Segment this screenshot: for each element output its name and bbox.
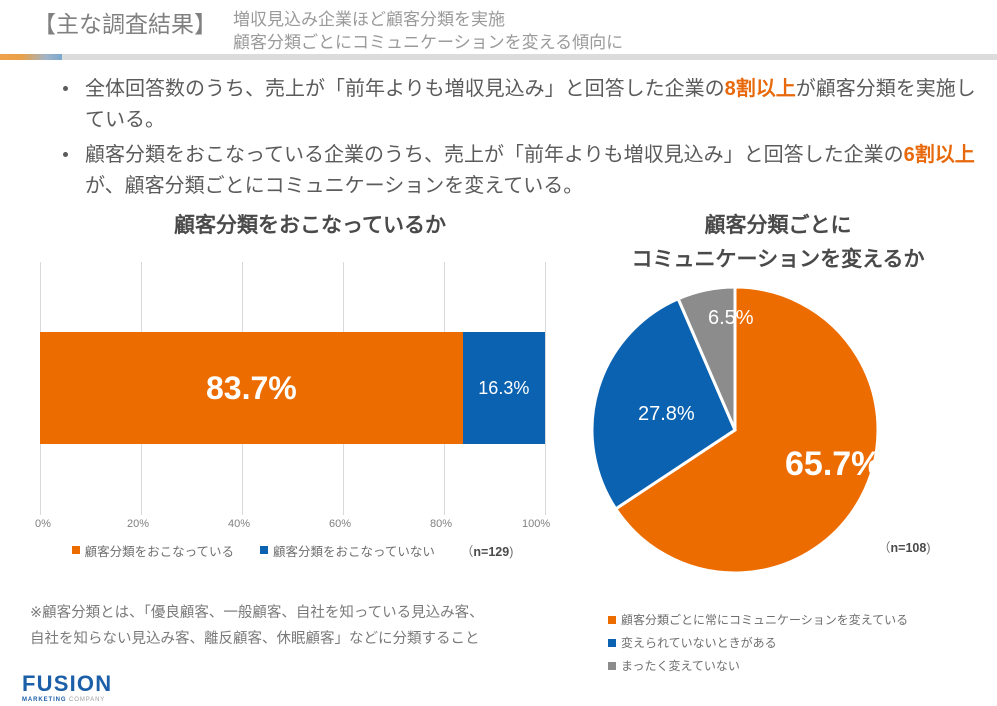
legend-swatch-orange-icon <box>71 546 80 554</box>
key-finding-text: 全体回答数のうち、売上が「前年よりも増収見込み」と回答した企業の <box>85 78 725 100</box>
bar-chart: 83.7% 16.3% 0% 20% 40% 60% 80% 100% 顧客分類をおこなっ… <box>20 262 580 562</box>
key-findings-list: 全体回答数のうち、売上が「前年よりも増収見込み」と回答した企業の8割以上が顧客分… <box>55 74 990 206</box>
bar-chart-legend: 顧客分類をおこなっている 顧客分類をおこなっていない （n=129) <box>20 540 565 560</box>
pie-legend-item: 変えられていないときがある <box>608 631 978 654</box>
x-axis-tick-label: 60% <box>329 518 352 530</box>
x-axis-tick-label: 0% <box>35 518 51 530</box>
key-finding-text: が、顧客分類ごとにコミュニケーションを変えている。 <box>85 175 584 197</box>
pie-legend-swatch-icon <box>608 661 616 670</box>
pie-value-label-always: 65.7% <box>785 445 882 483</box>
key-finding-highlight: 6割以上 <box>903 144 975 166</box>
fusion-logo: FUSION MARKETING COMPANY <box>22 673 142 705</box>
pie-chart-title-line1: 顧客分類ごとに <box>704 214 852 237</box>
pie-sample-size: （n=108) <box>878 541 931 555</box>
x-axis-tick-label: 40% <box>228 518 251 530</box>
pie-slice-never <box>676 285 737 431</box>
x-axis-tick-label: 20% <box>127 518 150 530</box>
pie-chart-title: 顧客分類ごとに コミュニケーションを変えるか <box>578 209 978 277</box>
x-axis-tick-label: 100% <box>522 518 551 530</box>
bullet-dot-icon <box>63 86 68 91</box>
key-finding-text: が顧客分類を実施している。 <box>85 78 976 131</box>
footnote-line1: ※顧客分類とは、「優良顧客、一般顧客、自社を知っている見込み客、 <box>30 605 484 621</box>
legend-swatch-blue-icon <box>260 546 268 554</box>
footnote-line2: 自社を知らない見込み客、離反顧客、休眠顧客」などに分類すること <box>30 631 480 647</box>
bar-chart-title: 顧客分類をおこなっているか <box>174 214 446 237</box>
pie-chart-legend: 顧客分類ごとに常にコミュニケーションを変えている 変えられていないときがある まった… <box>608 608 978 677</box>
page-title: 【主な調査結果】 <box>33 11 217 37</box>
header-divider <box>0 54 997 60</box>
logo-tagline-bold: MARKETING <box>22 697 67 703</box>
header-subtitle: 増収見込み企業ほど顧客分類を実施 顧客分類ごとにコミュニケーションを変える傾向に <box>233 8 623 54</box>
pie-value-label-never: 6.5% <box>708 307 754 329</box>
bar-segment-no: 16.3% <box>462 332 545 444</box>
pie-legend-item: まったく変えていない <box>608 654 978 677</box>
pie-legend-swatch-icon <box>608 638 616 647</box>
header-accent-bar <box>0 54 62 60</box>
bar-value-label-no: 16.3% <box>478 377 530 398</box>
bar-plot-area: 83.7% 16.3% <box>40 262 546 515</box>
gridline <box>545 262 546 515</box>
pie-slice-sometimes <box>590 296 737 511</box>
pie-legend-label: 顧客分類ごとに常にコミュニケーションを変えている <box>621 613 909 627</box>
footnote: ※顧客分類とは、「優良顧客、一般顧客、自社を知っている見込み客、 自社を知らない… <box>30 600 590 652</box>
bar-value-label-yes: 83.7% <box>205 369 297 406</box>
logo-tagline-light: COMPANY <box>69 697 106 703</box>
pie-legend-label: まったく変えていない <box>621 659 740 673</box>
pie-legend-label: 変えられていないときがある <box>621 636 777 650</box>
bar-x-axis: 0% 20% 40% 60% 80% 100% <box>20 518 565 536</box>
header-subtitle-line2: 顧客分類ごとにコミュニケーションを変える傾向に <box>233 33 624 52</box>
x-axis-tick-label: 80% <box>430 518 453 530</box>
key-finding-item: 顧客分類をおこなっている企業のうち、売上が「前年よりも増収見込み」と回答した企業… <box>55 140 990 202</box>
pie-chart-title-line2: コミュニケーションを変えるか <box>631 248 925 271</box>
header-subtitle-line1: 増収見込み企業ほど顧客分類を実施 <box>233 10 505 29</box>
pie-slice-always <box>613 285 880 575</box>
key-finding-text: 顧客分類をおこなっている企業のうち、売上が「前年よりも増収見込み」と回答した企業… <box>85 144 904 166</box>
pie-value-label-sometimes: 27.8% <box>638 403 695 425</box>
legend-item-no: 顧客分類をおこなっていない <box>260 541 435 560</box>
stacked-bar: 83.7% 16.3% <box>40 332 545 444</box>
logo-wordmark: FUSION <box>22 671 113 696</box>
legend-label-no: 顧客分類をおこなっていない <box>273 544 435 559</box>
pie-chart: 65.7% 27.8% 6.5% （n=108) <box>590 285 970 585</box>
legend-label-yes: 顧客分類をおこなっている <box>84 544 234 559</box>
logo-tagline: MARKETING COMPANY <box>22 696 142 705</box>
slide-header: 【主な調査結果】 増収見込み企業ほど顧客分類を実施 顧客分類ごとにコミュニケーシ… <box>0 0 997 60</box>
bullet-dot-icon <box>63 152 68 157</box>
pie-legend-swatch-icon <box>608 615 616 624</box>
key-finding-item: 全体回答数のうち、売上が「前年よりも増収見込み」と回答した企業の8割以上が顧客分… <box>55 74 990 136</box>
key-finding-highlight: 8割以上 <box>724 78 796 100</box>
bar-segment-yes: 83.7% <box>40 332 463 444</box>
pie-chart-svg <box>590 285 880 575</box>
bar-sample-size: （n=129) <box>460 544 514 559</box>
pie-slices <box>590 285 880 575</box>
pie-legend-item: 顧客分類ごとに常にコミュニケーションを変えている <box>608 608 978 631</box>
legend-item-yes: 顧客分類をおこなっている <box>71 541 234 560</box>
